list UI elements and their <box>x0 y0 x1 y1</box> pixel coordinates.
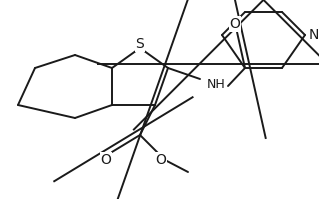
Text: O: O <box>100 153 111 167</box>
Text: O: O <box>230 17 241 31</box>
Text: N: N <box>309 28 319 42</box>
Text: S: S <box>136 37 145 51</box>
Text: NH: NH <box>207 77 226 91</box>
Text: O: O <box>156 153 167 167</box>
